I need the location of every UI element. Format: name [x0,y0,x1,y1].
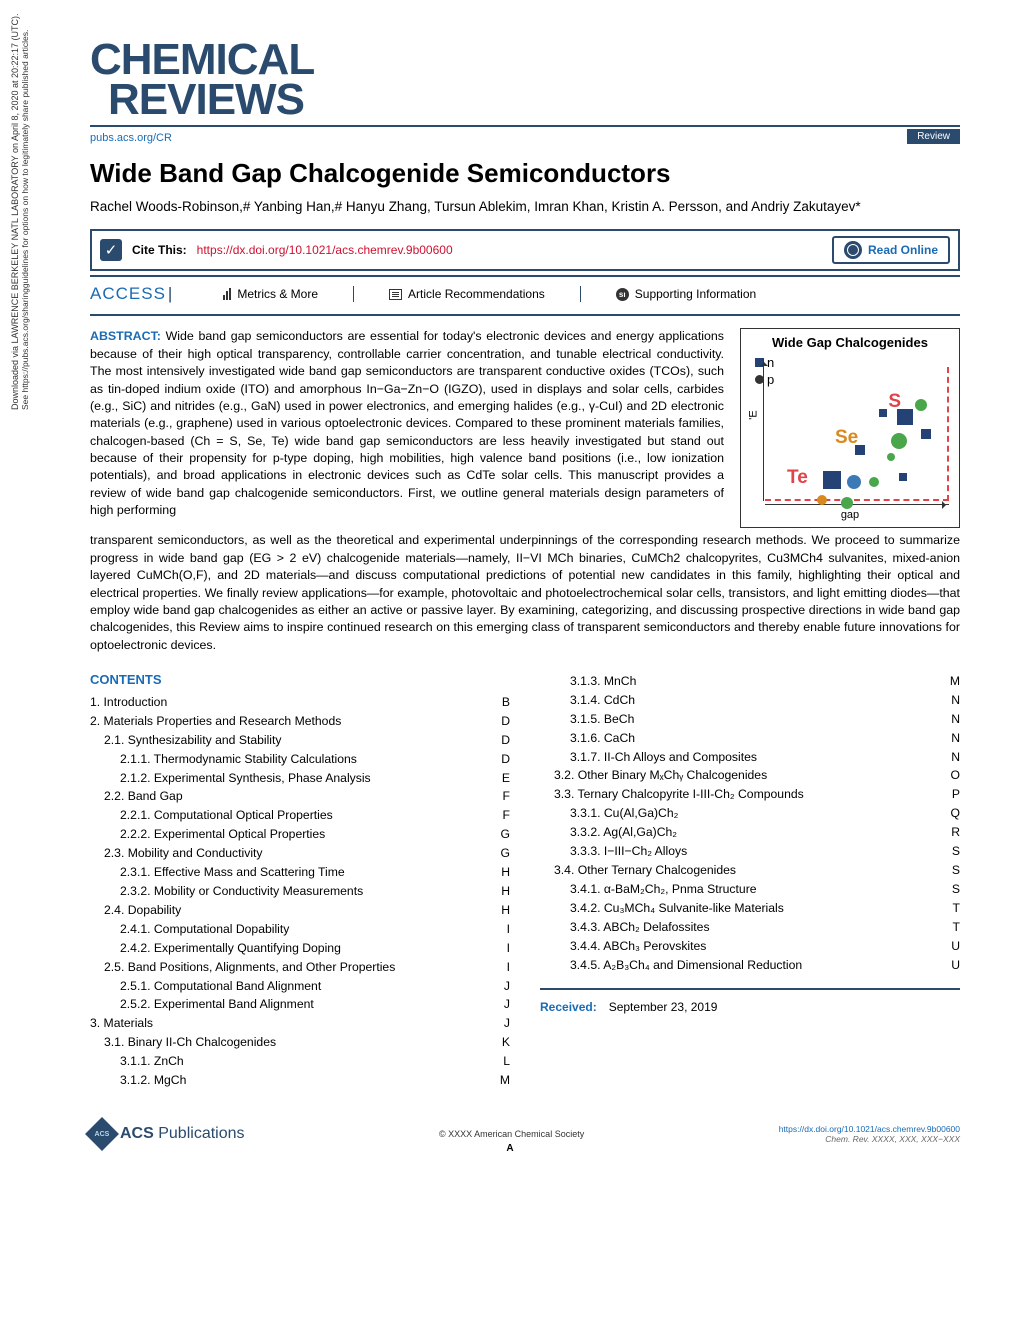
article-type: Review [907,129,960,144]
doc-icon [389,289,402,300]
abstract-figure: Wide Gap Chalcogenides n p 'E gap S Se T… [740,328,960,528]
received: Received:September 23, 2019 [540,988,960,1014]
separator [353,286,354,302]
abstract-cont: transparent semiconductors, as well as t… [90,532,960,654]
acs-logo: ACS ACS Publications [90,1122,245,1146]
read-online-button[interactable]: Read Online [832,236,950,264]
cite-label: Cite This: [132,243,187,257]
journal-logo: CHEMICAL REVIEWS [90,40,960,119]
authors: Rachel Woods-Robinson,# Yanbing Han,# Ha… [90,197,960,217]
metrics-link[interactable]: Metrics & More [223,287,318,301]
bars-icon [223,288,231,300]
access-link[interactable]: ACCESS| [90,284,173,304]
footer-doi[interactable]: https://dx.doi.org/10.1021/acs.chemrev.9… [779,1124,960,1134]
article-title: Wide Band Gap Chalcogenide Semiconductor… [90,158,960,189]
globe-icon [844,241,862,259]
download-sidenote: Downloaded via LAWRENCE BERKELEY NATL LA… [10,0,30,410]
footer: ACS ACS Publications © XXXX American Che… [90,1116,960,1146]
toc-left: 1. IntroductionB2. Materials Properties … [90,693,510,1090]
divider [90,275,960,277]
pubs-link[interactable]: pubs.acs.org/CR [90,132,172,144]
doi-link[interactable]: https://dx.doi.org/10.1021/acs.chemrev.9… [197,243,453,257]
abstract: ABSTRACT: Wide band gap semiconductors a… [90,328,724,528]
separator [580,286,581,302]
access-row: ACCESS| Metrics & More Article Recommend… [90,280,960,316]
si-link[interactable]: sıSupporting Information [616,287,756,301]
si-icon: sı [616,288,629,301]
toc-right: 3.1.3. MnChM3.1.4. CdChN3.1.5. BeChN3.1.… [540,672,960,975]
check-icon: ✓ [100,239,122,261]
recommendations-link[interactable]: Article Recommendations [389,287,545,301]
page-letter: A [506,1143,513,1154]
cite-bar: ✓ Cite This: https://dx.doi.org/10.1021/… [90,229,960,271]
contents-heading: CONTENTS [90,672,510,687]
